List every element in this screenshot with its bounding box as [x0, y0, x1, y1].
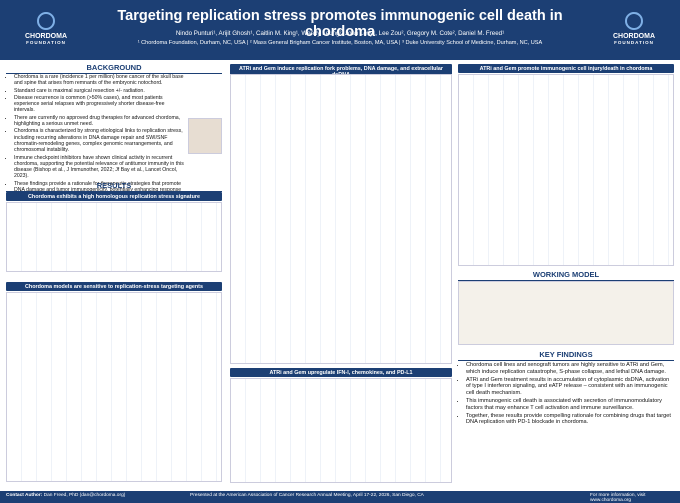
figure — [458, 74, 674, 266]
logo-text: CHORDOMA — [613, 33, 655, 40]
figure — [6, 202, 222, 272]
logo-subtext: FOUNDATION — [26, 40, 66, 45]
bullet: Chordoma is a rare (incidence 1 per mill… — [14, 74, 186, 87]
bullet: Standard care is maximal surgical resect… — [14, 88, 186, 94]
header: CHORDOMA FOUNDATION Targeting replication… — [0, 0, 680, 60]
background-list: Chordoma is a rare (incidence 1 per mill… — [6, 74, 186, 201]
section-heading: KEY FINDINGS — [458, 350, 674, 361]
key-findings-list: Chordoma cell lines and xenograft tumors… — [458, 362, 674, 427]
affiliations: ¹ Chordoma Foundation, Durham, NC, USA |… — [137, 40, 543, 46]
section-heading: RESULTS — [6, 181, 222, 192]
bullet: Together, these results provide compelli… — [466, 413, 674, 427]
figure — [6, 292, 222, 482]
bullet: Immune checkpoint inhibitors have shown … — [14, 155, 186, 180]
panel-banner: Chordoma exhibits a high homologous repl… — [6, 192, 222, 201]
logo-text: CHORDOMA — [25, 33, 67, 40]
authors: Nindo Punturi¹, Arijit Ghosh¹, Caitlin M… — [175, 30, 505, 37]
figure-image — [188, 118, 222, 154]
figure — [230, 74, 452, 364]
panel-banner: ATRi and Gem upregulate IFN-I, chemokine… — [230, 368, 452, 377]
contact-label: Contact Author: — [6, 493, 43, 498]
contact: Dan Freed, PhD (dan@chordoma.org) — [43, 493, 126, 498]
presented: Presented at the American Association of… — [190, 493, 424, 498]
more-link[interactable]: visit www.chordoma.org — [590, 493, 646, 503]
figure — [230, 378, 452, 483]
figure — [458, 281, 674, 345]
bullet: There are currently no approved drug the… — [14, 115, 186, 128]
bullet: Disease recurrence is common (>50% cases… — [14, 95, 186, 114]
bullet: Chordoma is characterized by strong etio… — [14, 128, 186, 153]
panel-banner: ATRi and Gem promote immunogenic cell in… — [458, 64, 674, 73]
logo-left: CHORDOMA FOUNDATION — [6, 12, 86, 45]
bullet: Chordoma cell lines and xenograft tumors… — [466, 362, 674, 376]
bullet: This immunogenic cell death is associate… — [466, 398, 674, 412]
logo-subtext: FOUNDATION — [614, 40, 654, 45]
bullet: ATRi and Gem treatment results in accumu… — [466, 377, 674, 397]
section-heading: BACKGROUND — [6, 63, 222, 74]
logo-right: CHORDOMA FOUNDATION — [594, 12, 674, 45]
panel-banner: Chordoma models are sensitive to replica… — [6, 282, 222, 291]
footer: Contact Author: Dan Freed, PhD (dan@chor… — [0, 491, 680, 503]
title: Targeting replication stress promotes im… — [117, 8, 563, 40]
section-heading: WORKING MODEL — [458, 270, 674, 281]
more-label: For more information, — [590, 493, 636, 498]
